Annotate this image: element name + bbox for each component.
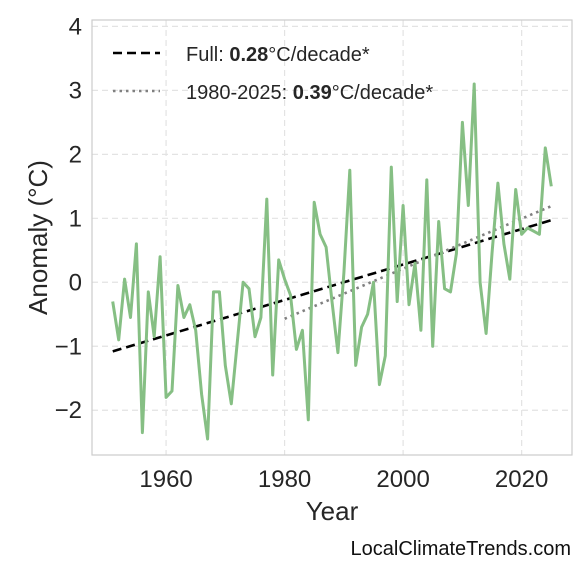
grid bbox=[92, 20, 572, 455]
anomaly-series-line bbox=[111, 82, 553, 441]
x-tick-label: 2020 bbox=[495, 466, 548, 493]
y-tick-label: 3 bbox=[69, 77, 82, 104]
y-tick-label: 1 bbox=[69, 205, 82, 232]
y-tick-label: −2 bbox=[55, 397, 82, 424]
y-axis-label: Anomaly (°C) bbox=[23, 160, 53, 315]
x-tick-label: 1980 bbox=[258, 466, 311, 493]
y-tick-label: 2 bbox=[69, 141, 82, 168]
recent-trend-line bbox=[284, 204, 552, 320]
x-axis-label: Year bbox=[306, 496, 359, 526]
y-tick-label: 0 bbox=[69, 269, 82, 296]
legend-full-suffix: °C/decade* bbox=[268, 44, 370, 66]
x-tick-label: 2000 bbox=[376, 466, 429, 493]
source-credit: LocalClimateTrends.com bbox=[350, 538, 571, 560]
y-tick-label: −1 bbox=[55, 333, 82, 360]
y-tick-label: 4 bbox=[69, 13, 82, 40]
legend-recent-value: 0.39 bbox=[293, 82, 332, 104]
legend-recent-prefix: 1980-2025: bbox=[186, 82, 293, 104]
legend-full-label: Full: 0.28°C/decade* bbox=[186, 44, 370, 66]
x-tick-label: 1960 bbox=[139, 466, 192, 493]
legend-recent-label: 1980-2025: 0.39°C/decade* bbox=[186, 82, 433, 104]
y-tick-labels: −2 −1 0 1 2 3 4 bbox=[55, 13, 82, 424]
legend-recent-suffix: °C/decade* bbox=[332, 82, 434, 104]
x-tick-labels: 1960 1980 2000 2020 bbox=[139, 466, 548, 493]
plot-frame bbox=[91, 19, 573, 456]
legend-full-value: 0.28 bbox=[229, 44, 268, 66]
series-lines bbox=[111, 82, 553, 441]
legend-full-prefix: Full: bbox=[186, 44, 229, 66]
legend: Full: 0.28°C/decade* 1980-2025: 0.39°C/d… bbox=[113, 44, 433, 104]
